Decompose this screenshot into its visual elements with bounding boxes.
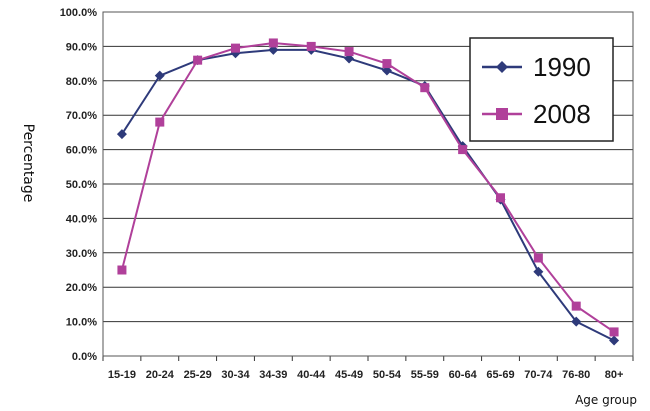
series-point <box>155 117 165 127</box>
y-tick-label: 0.0% <box>72 351 97 363</box>
x-tick-label: 34-39 <box>259 369 287 381</box>
series-2008 <box>117 38 619 337</box>
legend: 1990 2008 <box>469 37 614 142</box>
series-point <box>533 253 543 263</box>
legend-item-2008: 2008 <box>482 99 591 129</box>
series-point <box>496 193 505 203</box>
y-tick-label: 10.0% <box>66 317 97 329</box>
x-axis-label: Age group <box>575 393 637 407</box>
series-point <box>571 301 581 311</box>
y-tick-label: 100.0% <box>60 7 98 19</box>
series-point <box>420 83 430 93</box>
series-layer <box>116 38 620 346</box>
y-tick-label: 80.0% <box>66 76 97 88</box>
series-point <box>533 266 544 277</box>
y-tick-label: 70.0% <box>66 110 97 122</box>
legend-label: 2008 <box>533 99 591 129</box>
x-tick-label: 55-59 <box>411 369 439 381</box>
x-tick-label: 15-19 <box>108 369 136 381</box>
plot-area-frame <box>102 11 634 357</box>
series-line <box>120 41 615 333</box>
series-point <box>193 55 203 65</box>
x-tick-label: 60-64 <box>449 369 478 381</box>
y-tick-label: 40.0% <box>66 213 97 225</box>
series-point <box>344 47 354 57</box>
series-point <box>154 70 165 81</box>
series-point <box>458 145 468 155</box>
x-tick-label: 40-44 <box>297 369 326 381</box>
series-point <box>306 41 316 51</box>
y-axis-label: Percentage <box>20 124 36 203</box>
series-point <box>609 327 619 337</box>
series-point <box>609 335 620 346</box>
y-tick-labels: 0.0% 10.0% 20.0% 30.0% 40.0% 50.0% 60.0% 70.0% 8… <box>60 7 98 363</box>
x-tick-label: 20-24 <box>146 369 175 381</box>
legend-label: 1990 <box>533 52 591 82</box>
y-tick-label: 20.0% <box>66 282 97 294</box>
y-tick-label: 50.0% <box>66 179 97 191</box>
y-tick-label: 60.0% <box>66 145 97 157</box>
series-point <box>496 108 508 120</box>
series-point <box>231 43 240 53</box>
x-tick-label: 70-74 <box>524 369 553 381</box>
x-tick-label: 25-29 <box>184 369 212 381</box>
legend-box <box>469 37 614 142</box>
series-point <box>496 61 508 73</box>
series-point <box>116 129 127 140</box>
x-tick-label: 80+ <box>605 369 624 381</box>
y-tick-label: 90.0% <box>66 41 97 53</box>
x-tick-labels: 15-19 20-24 25-29 30-34 34-39 40-44 45-49 50-54… <box>108 369 624 381</box>
legend-item-1990: 1990 <box>482 52 591 82</box>
x-tick-label: 45-49 <box>335 369 363 381</box>
x-tick-label: 76-80 <box>562 369 590 381</box>
series-point <box>571 316 582 327</box>
series-point <box>117 265 127 275</box>
x-tick-label: 30-34 <box>221 369 250 381</box>
x-tick-label: 65-69 <box>486 369 514 381</box>
x-tick-label: 50-54 <box>373 369 402 381</box>
y-tick-label: 30.0% <box>66 248 97 260</box>
series-point <box>382 59 392 69</box>
series-point <box>268 38 278 48</box>
